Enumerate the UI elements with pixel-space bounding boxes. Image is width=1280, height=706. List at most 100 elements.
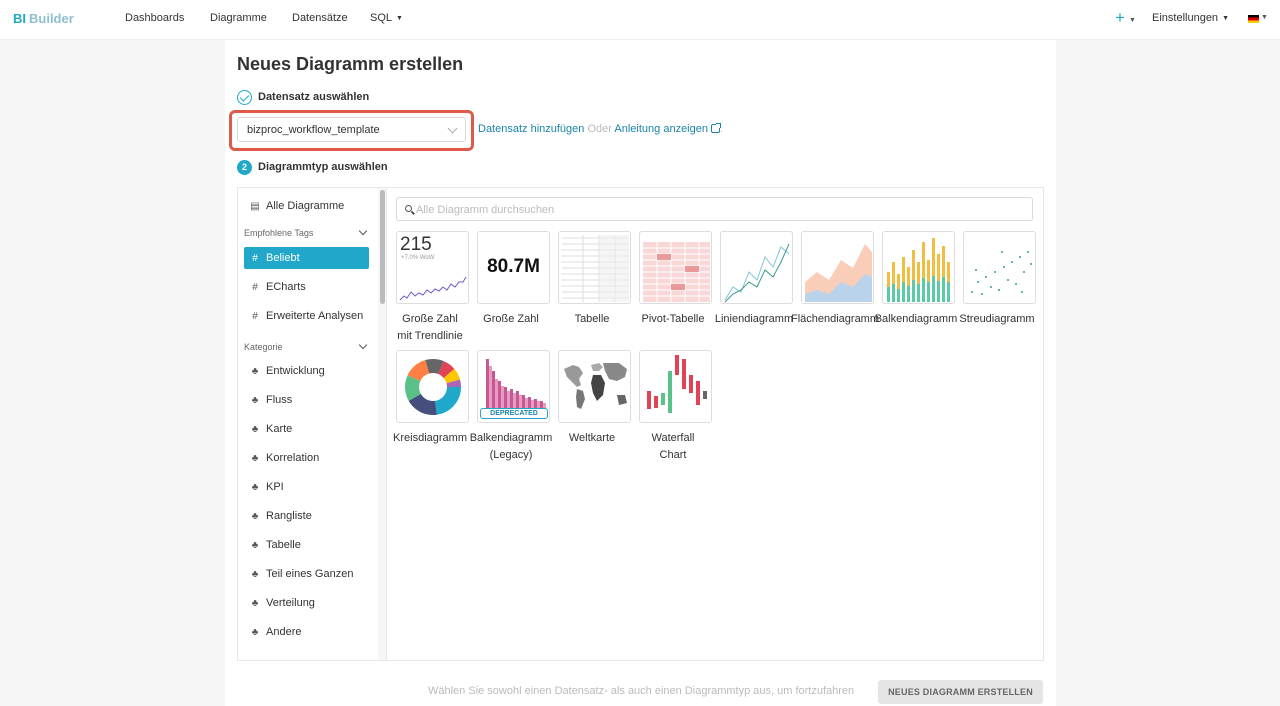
sidebar-category-korrelation[interactable]: ♣ Korrelation bbox=[244, 447, 369, 469]
chart-thumbnail bbox=[882, 231, 955, 304]
label-line1: Flächendiagramm bbox=[790, 313, 880, 325]
caret-down-icon: ▼ bbox=[396, 15, 403, 22]
chart-thumbnail bbox=[963, 231, 1036, 304]
hash-icon: # bbox=[252, 311, 258, 322]
chevron-down-icon bbox=[358, 226, 368, 236]
add-dataset-link[interactable]: Datensatz hinzufügen bbox=[478, 123, 585, 135]
label-line1: Waterfall bbox=[651, 432, 695, 444]
external-link-icon[interactable] bbox=[710, 123, 721, 133]
sidebar-category-fluss[interactable]: ♣ Fluss bbox=[244, 389, 369, 411]
chevron-down-icon bbox=[447, 123, 458, 134]
sidebar-tag-label: ECharts bbox=[266, 281, 306, 293]
thumb-sub: +7.0% WoW bbox=[401, 255, 435, 261]
show-guide-link[interactable]: Anleitung anzeigen bbox=[614, 123, 708, 135]
table-icon: ▤ bbox=[250, 201, 260, 212]
label-line1: Balkendiagramm bbox=[874, 313, 958, 325]
category-icon: ♣ bbox=[251, 453, 259, 464]
logo-builder: Builder bbox=[29, 11, 74, 26]
chart-thumbnail bbox=[396, 350, 469, 423]
bar-legacy-thumb-icon bbox=[486, 359, 546, 411]
nav-dashboards[interactable]: Dashboards bbox=[125, 12, 185, 24]
top-navbar: BI Builder Dashboards Diagramme Datensätz… bbox=[0, 0, 1280, 40]
chart-thumbnail: DEPRECATED bbox=[477, 350, 550, 423]
step-2-number: 2 bbox=[237, 160, 252, 175]
sidebar-category-rangliste[interactable]: ♣ Rangliste bbox=[244, 505, 369, 527]
chart-type-panel: ▤ Alle Diagramme Empfohlene Tags # Beliebt… bbox=[237, 187, 1044, 661]
caret-down-icon: ▼ bbox=[1128, 17, 1136, 24]
add-new-button[interactable]: + ▼ bbox=[1115, 8, 1136, 31]
sidebar-tag-label: Beliebt bbox=[266, 252, 300, 264]
sidebar-category-kpi[interactable]: ♣ KPI bbox=[244, 476, 369, 498]
chart-tile-label: Balkendiagramm (Legacy) bbox=[465, 430, 557, 464]
label-line2: mit Trendlinie bbox=[397, 330, 463, 342]
area-chart-thumb-icon bbox=[805, 244, 872, 302]
label-line1: Große Zahl bbox=[483, 313, 539, 325]
chart-search[interactable] bbox=[396, 197, 1033, 221]
dataset-select-value: bizproc_workflow_template bbox=[247, 124, 380, 136]
chart-thumbnail bbox=[801, 231, 874, 304]
line-chart-thumb-icon bbox=[724, 243, 790, 303]
nav-diagramme[interactable]: Diagramme bbox=[210, 12, 267, 24]
sidebar-category-verteilung[interactable]: ♣ Verteilung bbox=[244, 592, 369, 614]
sidebar-category-tabelle[interactable]: ♣ Tabelle bbox=[244, 534, 369, 556]
label-line1: Streudiagramm bbox=[959, 313, 1035, 325]
sidebar-category-teil-eines-ganzen[interactable]: ♣ Teil eines Ganzen bbox=[244, 563, 369, 585]
create-chart-button[interactable]: NEUES DIAGRAMM ERSTELLEN bbox=[878, 680, 1043, 704]
plus-icon: + bbox=[1115, 8, 1125, 27]
category-icon: ♣ bbox=[251, 395, 259, 406]
category-icon: ♣ bbox=[251, 511, 259, 522]
sidebar-scrollbar[interactable] bbox=[378, 188, 387, 660]
recommended-tags-label: Empfohlene Tags bbox=[244, 228, 314, 238]
thumb-number: 215 bbox=[400, 234, 432, 255]
pivot-thumb-icon bbox=[643, 242, 710, 302]
sidebar-all-charts[interactable]: ▤ Alle Diagramme bbox=[244, 195, 369, 217]
logo[interactable]: BI Builder bbox=[13, 11, 74, 26]
chart-sidebar: ▤ Alle Diagramme Empfohlene Tags # Beliebt… bbox=[238, 188, 378, 660]
recommended-tags-header[interactable]: Empfohlene Tags bbox=[244, 226, 368, 238]
sidebar-tag-erweiterte-analysen[interactable]: # Erweiterte Analysen bbox=[244, 305, 369, 327]
label-line1: Balkendiagramm bbox=[469, 432, 553, 444]
sidebar-tag-echarts[interactable]: # ECharts bbox=[244, 276, 369, 298]
nav-sql[interactable]: SQL ▼ bbox=[370, 12, 403, 24]
nav-datensaetze[interactable]: Datensätze bbox=[292, 12, 348, 24]
de-flag-icon[interactable] bbox=[1248, 15, 1259, 23]
sidebar-scrollbar-thumb[interactable] bbox=[380, 190, 385, 304]
category-header[interactable]: Kategorie bbox=[244, 340, 368, 352]
chart-gallery: 215 +7.0% WoW Große Zahl mit Trendlinie 8… bbox=[387, 188, 1043, 660]
category-icon: ♣ bbox=[251, 569, 259, 580]
dataset-select-highlight bbox=[229, 110, 474, 151]
sidebar-category-label: KPI bbox=[266, 481, 284, 493]
sidebar-category-karte[interactable]: ♣ Karte bbox=[244, 418, 369, 440]
chart-tile-label: Pivot-Tabelle bbox=[627, 311, 719, 328]
nav-sql-label: SQL bbox=[370, 12, 393, 24]
label-line1: Weltkarte bbox=[568, 432, 616, 444]
check-circle-icon bbox=[237, 90, 252, 105]
sidebar-tag-beliebt[interactable]: # Beliebt bbox=[244, 247, 369, 269]
label-line1: Liniendiagramm bbox=[714, 313, 794, 325]
sidebar-category-label: Korrelation bbox=[266, 452, 320, 464]
logo-bi: BI bbox=[13, 11, 26, 26]
category-icon: ♣ bbox=[251, 598, 259, 609]
caret-down-icon: ▼ bbox=[1222, 15, 1229, 22]
sidebar-category-entwicklung[interactable]: ♣ Entwicklung bbox=[244, 360, 369, 382]
pie-thumb-icon bbox=[405, 359, 461, 415]
language-caret-icon[interactable]: ▼ bbox=[1261, 14, 1268, 21]
label-line1: Pivot-Tabelle bbox=[641, 313, 705, 325]
step-2-label: Diagrammtyp auswählen bbox=[258, 161, 388, 173]
category-icon: ♣ bbox=[251, 366, 259, 377]
sidebar-category-label: Karte bbox=[266, 423, 293, 435]
chevron-down-icon bbox=[358, 340, 368, 350]
footer-hint: Wählen Sie sowohl einen Datensatz- als a… bbox=[428, 685, 855, 697]
chart-tile-label: Liniendiagramm bbox=[708, 311, 800, 328]
sidebar-category-label: Fluss bbox=[266, 394, 293, 406]
chart-thumbnail bbox=[639, 231, 712, 304]
sidebar-tag-label: Erweiterte Analysen bbox=[266, 310, 364, 322]
dataset-select[interactable]: bizproc_workflow_template bbox=[237, 117, 466, 142]
sidebar-category-andere[interactable]: ♣ Andere bbox=[244, 621, 369, 643]
settings-menu[interactable]: Einstellungen ▼ bbox=[1152, 12, 1229, 24]
dataset-links: Datensatz hinzufügen Oder Anleitung anze… bbox=[478, 123, 723, 135]
chart-thumbnail bbox=[558, 231, 631, 304]
chart-search-input[interactable] bbox=[416, 202, 1016, 217]
sidebar-category-label: Rangliste bbox=[266, 510, 312, 522]
category-icon: ♣ bbox=[251, 540, 259, 551]
